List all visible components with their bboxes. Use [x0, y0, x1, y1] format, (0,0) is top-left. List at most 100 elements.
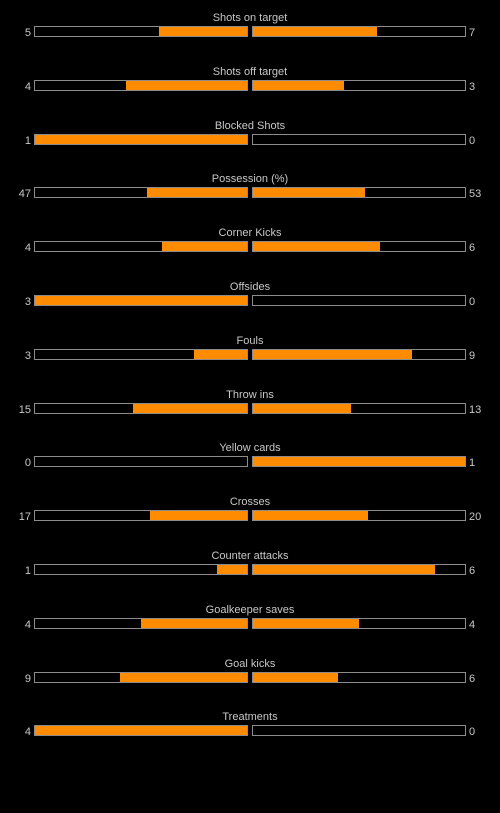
home-bar	[34, 672, 248, 683]
away-value: 1	[469, 457, 476, 469]
away-value: 6	[469, 565, 476, 577]
stat-label: Treatments	[222, 711, 278, 723]
away-value: 20	[469, 511, 482, 523]
home-bar-fill	[141, 619, 247, 628]
home-value: 0	[24, 457, 31, 469]
stat-row-shots-off-target: Shots off target 4 3	[0, 65, 500, 105]
away-value: 13	[469, 404, 482, 416]
stat-label: Goalkeeper saves	[205, 604, 295, 616]
away-bar	[252, 134, 466, 145]
away-bar	[252, 725, 466, 736]
stat-label: Corner Kicks	[218, 227, 282, 239]
stat-label: Throw ins	[226, 389, 274, 401]
away-value: 7	[469, 27, 476, 39]
home-value: 4	[24, 726, 31, 738]
home-value: 4	[24, 619, 31, 631]
home-bar	[34, 80, 248, 91]
home-bar-fill	[119, 673, 247, 682]
home-bar-fill	[162, 242, 247, 251]
home-bar	[34, 134, 248, 145]
away-bar-fill	[253, 457, 465, 466]
away-value: 0	[469, 296, 476, 308]
away-bar	[252, 187, 466, 198]
stat-label: Blocked Shots	[214, 120, 286, 132]
away-bar-fill	[253, 673, 338, 682]
home-bar-fill	[158, 27, 247, 36]
home-bar-fill	[194, 350, 247, 359]
away-bar	[252, 564, 466, 575]
stat-row-counter-attacks: Counter attacks 1 6	[0, 549, 500, 589]
stat-row-goal-kicks: Goal kicks 9 6	[0, 657, 500, 697]
stat-label: Shots off target	[212, 66, 288, 78]
stat-row-yellow-cards: Yellow cards 0 1	[0, 441, 500, 481]
home-bar	[34, 403, 248, 414]
away-bar-fill	[253, 81, 344, 90]
stat-row-throw-ins: Throw ins 15 13	[0, 388, 500, 428]
away-value: 53	[469, 188, 482, 200]
home-value: 5	[24, 27, 31, 39]
away-bar	[252, 349, 466, 360]
away-bar	[252, 456, 466, 467]
home-bar-fill	[35, 726, 247, 735]
home-value: 1	[24, 565, 31, 577]
away-value: 9	[469, 350, 476, 362]
away-value: 3	[469, 81, 476, 93]
home-bar	[34, 26, 248, 37]
home-value: 4	[24, 242, 31, 254]
stat-label: Shots on target	[212, 12, 288, 24]
stat-row-goalkeeper-saves: Goalkeeper saves 4 4	[0, 603, 500, 643]
home-bar-fill	[125, 81, 247, 90]
away-bar	[252, 295, 466, 306]
home-bar-fill	[147, 188, 247, 197]
home-bar	[34, 187, 248, 198]
home-bar	[34, 456, 248, 467]
away-bar	[252, 80, 466, 91]
away-bar-fill	[253, 242, 381, 251]
stat-label: Crosses	[229, 496, 271, 508]
stat-label: Yellow cards	[219, 442, 281, 454]
home-bar	[34, 725, 248, 736]
stat-row-possession: Possession (%) 47 53	[0, 172, 500, 212]
away-value: 0	[469, 726, 476, 738]
home-bar-fill	[133, 404, 247, 413]
home-value: 3	[24, 296, 31, 308]
stat-label: Fouls	[236, 335, 264, 347]
away-bar-fill	[253, 404, 352, 413]
away-bar	[252, 241, 466, 252]
away-bar-fill	[253, 188, 366, 197]
away-bar-fill	[253, 27, 377, 36]
stat-label: Goal kicks	[224, 658, 276, 670]
home-value: 1	[24, 135, 31, 147]
stat-label: Possession (%)	[211, 173, 289, 185]
home-value: 15	[18, 404, 31, 416]
away-value: 6	[469, 242, 476, 254]
stat-row-shots-on-target: Shots on target 5 7	[0, 11, 500, 51]
away-value: 0	[469, 135, 476, 147]
home-value: 3	[24, 350, 31, 362]
stat-row-treatments: Treatments 4 0	[0, 710, 500, 750]
away-bar-fill	[253, 511, 368, 520]
away-bar-fill	[253, 350, 412, 359]
home-bar	[34, 349, 248, 360]
stat-row-fouls: Fouls 3 9	[0, 334, 500, 374]
stat-row-blocked-shots: Blocked Shots 1 0	[0, 119, 500, 159]
home-value: 4	[24, 81, 31, 93]
home-value: 47	[18, 188, 31, 200]
home-bar-fill	[35, 135, 247, 144]
away-bar-fill	[253, 619, 359, 628]
home-value: 9	[24, 673, 31, 685]
stat-label: Offsides	[229, 281, 271, 293]
away-bar	[252, 403, 466, 414]
away-bar	[252, 510, 466, 521]
stat-row-offsides: Offsides 3 0	[0, 280, 500, 320]
away-bar	[252, 618, 466, 629]
away-bar	[252, 26, 466, 37]
away-bar	[252, 672, 466, 683]
away-bar-fill	[253, 565, 435, 574]
stat-row-corner-kicks: Corner Kicks 4 6	[0, 226, 500, 266]
home-value: 17	[18, 511, 31, 523]
stat-label: Counter attacks	[211, 550, 289, 562]
home-bar	[34, 510, 248, 521]
home-bar-fill	[216, 565, 247, 574]
home-bar-fill	[35, 296, 247, 305]
